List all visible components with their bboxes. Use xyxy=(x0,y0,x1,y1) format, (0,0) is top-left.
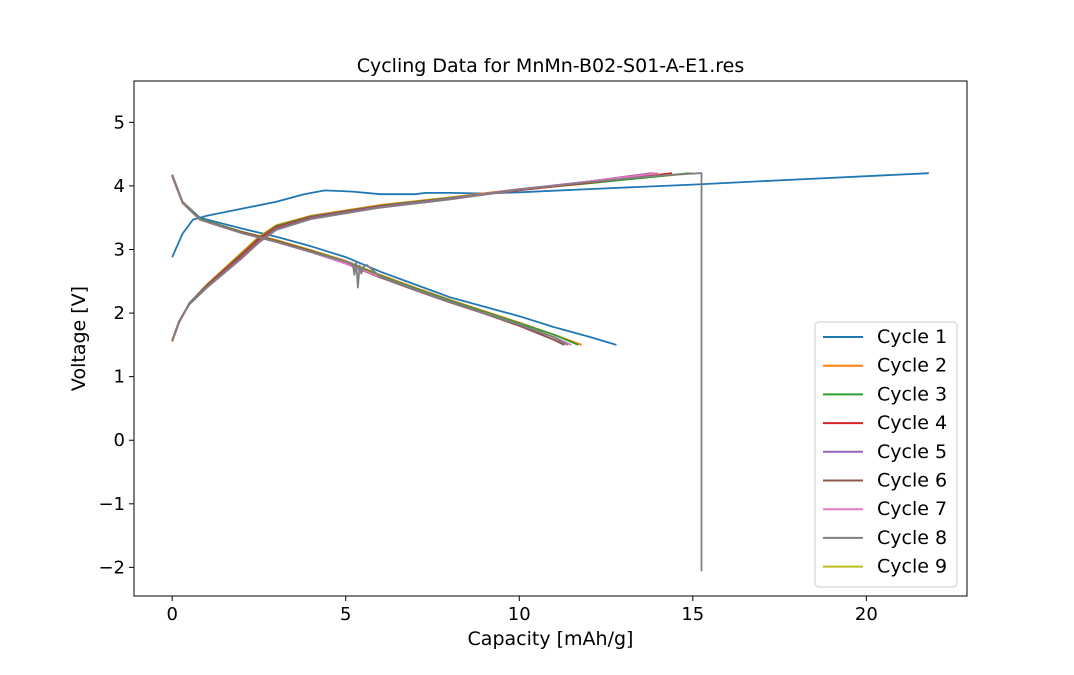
y-tick-label: 1 xyxy=(114,367,125,388)
y-axis-ticks: −2 −1 0 1 2 3 4 5 xyxy=(98,112,134,578)
x-axis-ticks: 0 5 10 15 20 xyxy=(166,596,878,625)
y-tick-label: −1 xyxy=(98,494,125,515)
series-1 xyxy=(171,172,929,346)
x-tick-label: 5 xyxy=(340,604,351,625)
x-axis-label: Capacity [mAh/g] xyxy=(468,628,634,650)
series-8 xyxy=(171,172,703,572)
legend-label: Cycle 3 xyxy=(877,383,947,405)
legend-label: Cycle 9 xyxy=(877,556,947,578)
axes-frame xyxy=(133,80,968,597)
x-tick-label: 0 xyxy=(166,604,177,625)
y-tick-label: 3 xyxy=(114,239,125,260)
x-tick-label: 20 xyxy=(855,604,878,625)
legend-label: Cycle 4 xyxy=(877,412,947,434)
legend-label: Cycle 2 xyxy=(877,355,947,377)
y-tick-label: 4 xyxy=(114,176,125,197)
legend-label: Cycle 5 xyxy=(877,441,947,463)
y-tick-label: 5 xyxy=(114,112,125,133)
y-axis-label: Voltage [V] xyxy=(68,286,90,391)
legend-label: Cycle 1 xyxy=(877,326,947,348)
y-tick-label: 0 xyxy=(114,430,125,451)
series-line-discharge xyxy=(171,174,569,346)
y-tick-label: −2 xyxy=(98,557,125,578)
chart-title: Cycling Data for MnMn-B02-S01-A-E1.res xyxy=(357,55,745,77)
legend-label: Cycle 7 xyxy=(877,498,947,520)
legend-box xyxy=(814,321,958,588)
legend: Cycle 1 Cycle 2 Cycle 3 Cycle 4 Cycle 5 Cycle… xyxy=(814,321,958,588)
series-layer xyxy=(171,172,929,572)
x-tick-label: 15 xyxy=(681,604,704,625)
legend-label: Cycle 8 xyxy=(877,527,947,549)
legend-label: Cycle 6 xyxy=(877,470,947,492)
x-tick-label: 10 xyxy=(508,604,531,625)
y-tick-label: 2 xyxy=(114,303,125,324)
series-line-charge xyxy=(171,172,929,258)
series-line-charge xyxy=(171,172,703,572)
series-line-discharge xyxy=(171,174,617,346)
